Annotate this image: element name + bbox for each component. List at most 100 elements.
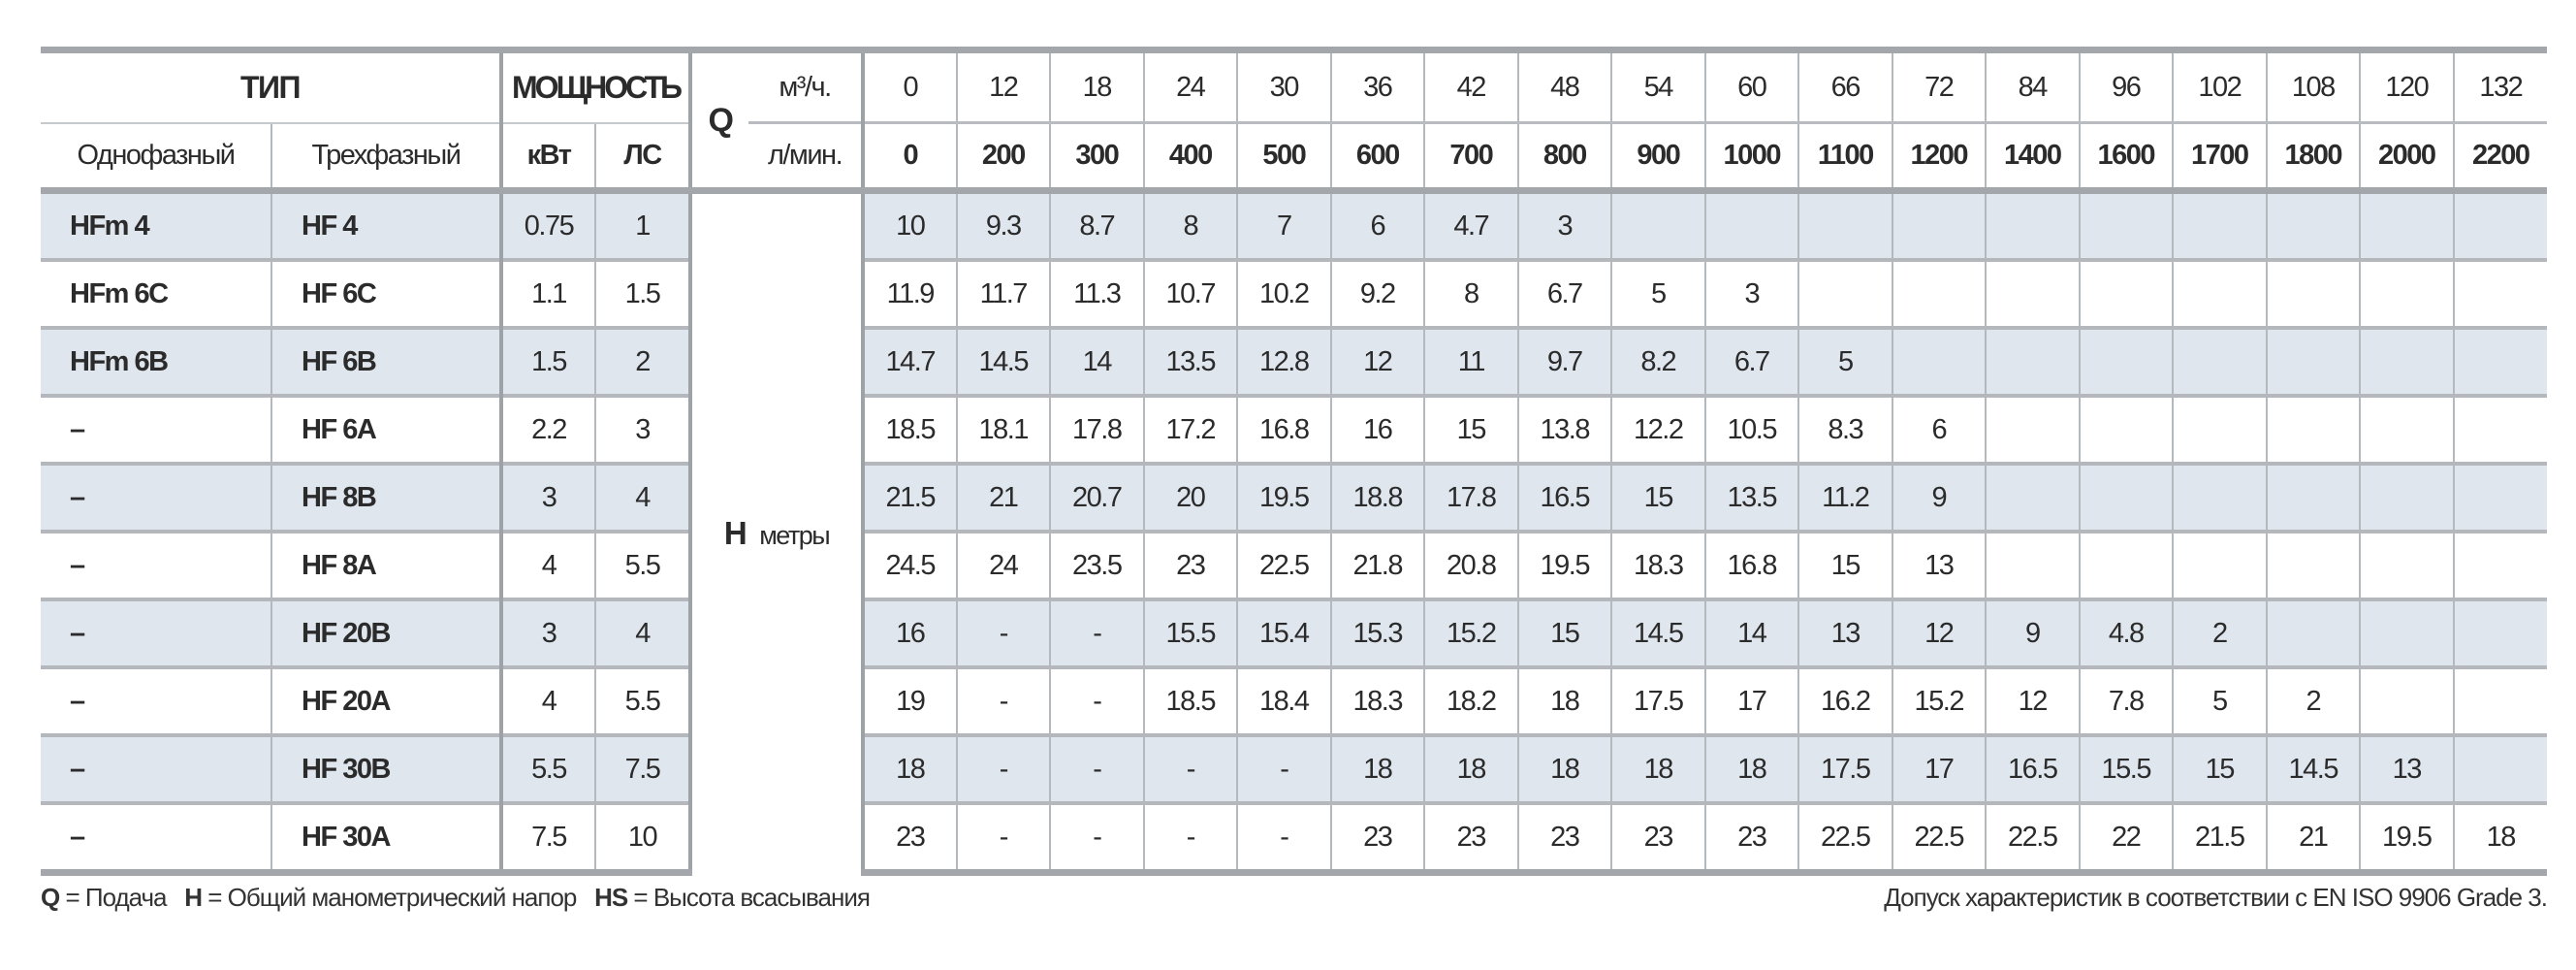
head-value-cell: 21 — [955, 462, 1051, 532]
head-value-cell: 19.5 — [2359, 801, 2454, 876]
single-phase-model: HFm 6C — [41, 258, 271, 328]
flow-lmin-cell: 300 — [1049, 121, 1144, 191]
head-value-cell: 17.2 — [1142, 394, 1238, 464]
head-value-cell: 6 — [1329, 187, 1425, 260]
head-value-cell: 15.2 — [1423, 598, 1518, 667]
head-value-cell — [2172, 394, 2267, 464]
flow-m3h-cell: 96 — [2078, 47, 2174, 124]
head-value-cell — [1891, 187, 1987, 260]
head-value-cell: 15 — [1797, 530, 1892, 599]
single-phase-model: HFm 4 — [41, 187, 271, 260]
head-value-cell — [2265, 394, 2361, 464]
three-phase-model: HF 20B — [270, 598, 502, 667]
head-value-cell: 11.9 — [861, 258, 957, 328]
head-value-cell: 14 — [1049, 326, 1144, 396]
three-phase-model: HF 6C — [270, 258, 502, 328]
head-value-cell: 6.7 — [1516, 258, 1612, 328]
head-value-cell: 18.5 — [1142, 665, 1238, 735]
head-value-cell: 18.4 — [1236, 665, 1331, 735]
head-value-cell — [2078, 326, 2174, 396]
head-value-cell — [1985, 394, 2080, 464]
head-value-cell: 21.8 — [1329, 530, 1425, 599]
head-value-cell: 15 — [2172, 733, 2267, 803]
head-value-cell — [2452, 665, 2548, 735]
three-phase-model: HF 6A — [270, 394, 502, 464]
flow-lmin-cell: 400 — [1142, 121, 1238, 191]
head-value-cell — [2172, 258, 2267, 328]
head-value-cell: 19.5 — [1516, 530, 1612, 599]
table-row: HFm 6C HF 6C 1.1 1.5 11.9 11.7 11.3 10.7 10.2 9.2… — [41, 258, 2548, 328]
head-value-cell: 15.2 — [1891, 665, 1987, 735]
single-phase-model: – — [41, 462, 271, 532]
head-value-cell: 19.5 — [1236, 462, 1331, 532]
flow-lmin-cell: 0 — [861, 121, 957, 191]
flow-m3h-cell: 18 — [1049, 47, 1144, 124]
head-value-cell — [2265, 462, 2361, 532]
head-value-cell — [2452, 733, 2548, 803]
head-value-cell: 11.3 — [1049, 258, 1144, 328]
head-value-cell: 15 — [1610, 462, 1705, 532]
head-value-cell: 10.7 — [1142, 258, 1238, 328]
head-value-cell — [2078, 530, 2174, 599]
head-value-cell: 21.5 — [861, 462, 957, 532]
h-unit: метры — [759, 520, 830, 550]
head-value-cell: 18 — [1423, 733, 1518, 803]
head-value-cell: 24 — [955, 530, 1051, 599]
h-label: H — [723, 514, 747, 551]
power-kw: 1.1 — [499, 258, 596, 328]
three-phase-model: HF 4 — [270, 187, 502, 260]
power-hp: 5.5 — [594, 530, 691, 599]
head-value-cell: 18 — [1329, 733, 1425, 803]
q-unit-m3h: м³/ч. — [748, 47, 864, 124]
flow-m3h-cell: 84 — [1985, 47, 2080, 124]
q-label: Q — [688, 47, 749, 191]
head-value-cell: 18 — [861, 733, 957, 803]
head-value-cell — [1891, 258, 1987, 328]
head-value-cell: 9 — [1891, 462, 1987, 532]
head-value-cell: 22.5 — [1891, 801, 1987, 876]
head-value-cell: 8 — [1423, 258, 1518, 328]
head-value-cell: 13 — [1797, 598, 1892, 667]
single-phase-model: – — [41, 733, 271, 803]
head-value-cell — [2452, 462, 2548, 532]
power-hp: 4 — [594, 462, 691, 532]
head-value-cell — [2452, 326, 2548, 396]
head-value-cell: 2 — [2265, 665, 2361, 735]
pump-performance-table: ТИП МОЩНОСТЬ Q м³/ч. 0 12 18 24 30 36 42 48 54 60… — [41, 47, 2548, 876]
power-hp: 7.5 — [594, 733, 691, 803]
head-value-cell: 3 — [1703, 258, 1799, 328]
head-value-cell — [2078, 258, 2174, 328]
flow-m3h-cell: 0 — [861, 47, 957, 124]
head-value-cell — [1610, 187, 1705, 260]
flow-m3h-cell: 120 — [2359, 47, 2454, 124]
head-value-cell: 16.5 — [1985, 733, 2080, 803]
head-value-cell: 15.5 — [1142, 598, 1238, 667]
flow-m3h-cell: 60 — [1703, 47, 1799, 124]
three-phase-model: HF 20A — [270, 665, 502, 735]
head-value-cell: 6 — [1891, 394, 1987, 464]
power-kw: 0.75 — [499, 187, 596, 260]
head-value-cell: 8 — [1142, 187, 1238, 260]
head-value-cell — [2265, 258, 2361, 328]
legend-hs-key: HS — [594, 883, 628, 912]
head-value-cell: 10.2 — [1236, 258, 1331, 328]
head-value-cell — [1703, 187, 1799, 260]
power-hp: 3 — [594, 394, 691, 464]
three-phase-model: HF 6B — [270, 326, 502, 396]
power-hp: 10 — [594, 801, 691, 876]
flow-m3h-cell: 102 — [2172, 47, 2267, 124]
head-value-cell: 12 — [1329, 326, 1425, 396]
flow-m3h-cell: 132 — [2452, 47, 2548, 124]
head-value-cell: 14 — [1703, 598, 1799, 667]
head-value-cell: 16.2 — [1797, 665, 1892, 735]
hp-header: ЛС — [594, 121, 691, 191]
head-value-cell: 10.5 — [1703, 394, 1799, 464]
three-phase-model: HF 8A — [270, 530, 502, 599]
head-value-cell: 22.5 — [1985, 801, 2080, 876]
table-row: – HF 6A 2.2 3 18.5 18.1 17.8 17.2 16.8 16 15 13.8 12… — [41, 394, 2548, 464]
head-value-cell — [2359, 187, 2454, 260]
head-value-cell — [2359, 665, 2454, 735]
head-value-cell: 15.4 — [1236, 598, 1331, 667]
head-value-cell: 23 — [1142, 530, 1238, 599]
head-value-cell: 23 — [1516, 801, 1612, 876]
